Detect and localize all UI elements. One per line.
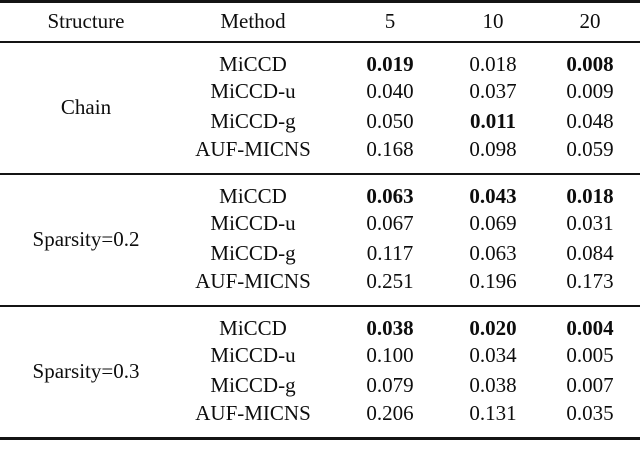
table-row: Chain MiCCD 0.019 0.018 0.008 [0,42,640,120]
value-cell: 0.020 [469,315,517,340]
structure-group: Sparsity=0.3 MiCCD 0.038 0.020 0.004 MiCCD-u 0… [0,306,640,439]
value-cell: 0.035 [566,400,614,425]
column-header: 20 [579,9,601,34]
value-cell: 0.007 [566,373,614,397]
value-cell: 0.067 [366,211,414,235]
method-label: MiCCD-u [210,79,296,103]
value-cell: 0.031 [566,211,614,235]
value-cell: 0.034 [469,343,517,367]
table-row: MiCCD-g 0.117 0.063 0.084 [0,239,640,269]
value-cell: 0.206 [366,400,414,425]
method-label: MiCCD-g [210,241,296,265]
value-cell: 0.069 [469,211,517,235]
value-cell: 0.084 [566,241,614,265]
value-cell: 0.011 [469,109,517,133]
value-cell: 0.004 [566,315,614,340]
value-cell: 0.063 [366,183,414,208]
method-label: MiCCD [219,183,287,208]
value-cell: 0.048 [566,109,614,133]
value-cell: 0.100 [366,343,414,367]
structure-group: Chain MiCCD 0.019 0.018 0.008 MiCCD-u 0.040 0.0… [0,42,640,174]
value-cell: 0.050 [366,109,414,133]
table-row: MiCCD-u 0.040 0.037 0.009 [0,77,640,107]
value-cell: 0.168 [366,136,414,161]
method-label: MiCCD-g [210,373,296,397]
structure-group: Sparsity=0.2 MiCCD 0.063 0.043 0.018 MiCCD-u 0… [0,174,640,306]
method-label: MiCCD [219,315,287,340]
method-label: MiCCD-g [210,109,296,133]
value-cell: 0.098 [469,136,517,161]
value-cell: 0.196 [469,268,517,293]
value-cell: 0.040 [366,79,414,103]
table-header: Structure Method 5 10 20 [0,2,640,42]
value-cell: 0.059 [566,136,614,161]
header-row: Structure Method 5 10 20 [0,2,640,42]
value-cell: 0.038 [469,373,517,397]
table-row: MiCCD-u 0.067 0.069 0.031 [0,209,640,239]
value-cell: 0.005 [566,343,614,367]
table-row: MiCCD-g 0.050 0.011 0.048 [0,107,640,137]
method-label: MiCCD-u [210,211,296,235]
value-cell: 0.173 [566,268,614,293]
value-cell: 0.008 [566,51,614,76]
structure-label: Chain [60,95,112,119]
column-header: 10 [482,9,504,34]
column-header: 5 [384,9,396,34]
value-cell: 0.043 [469,183,517,208]
value-cell: 0.019 [366,51,414,76]
value-cell: 0.037 [469,79,517,103]
table-row: MiCCD-g 0.079 0.038 0.007 [0,371,640,401]
column-header: Method [220,9,286,34]
value-cell: 0.117 [366,241,414,265]
value-cell: 0.018 [566,183,614,208]
value-cell: 0.251 [366,268,414,293]
method-label: AUF-MICNS [195,400,311,425]
method-label: AUF-MICNS [195,136,311,161]
method-label: MiCCD [219,51,287,76]
value-cell: 0.018 [469,51,517,76]
method-label: AUF-MICNS [195,268,311,293]
value-cell: 0.063 [469,241,517,265]
table-row: AUF-MICNS 0.251 0.196 0.173 [0,269,640,306]
table-row: Sparsity=0.3 MiCCD 0.038 0.020 0.004 [0,306,640,384]
column-header: Structure [47,9,125,34]
method-label: MiCCD-u [210,343,296,367]
table-row: AUF-MICNS 0.168 0.098 0.059 [0,137,640,174]
value-cell: 0.009 [566,79,614,103]
results-table: Structure Method 5 10 20 Chain MiCCD 0.019 0.01… [0,0,640,440]
table-row: AUF-MICNS 0.206 0.131 0.035 [0,401,640,439]
structure-label: Sparsity=0.3 [32,359,140,383]
table-row: Sparsity=0.2 MiCCD 0.063 0.043 0.018 [0,174,640,252]
value-cell: 0.038 [366,315,414,340]
value-cell: 0.079 [366,373,414,397]
value-cell: 0.131 [469,400,517,425]
table-row: MiCCD-u 0.100 0.034 0.005 [0,341,640,371]
structure-label: Sparsity=0.2 [32,227,140,251]
